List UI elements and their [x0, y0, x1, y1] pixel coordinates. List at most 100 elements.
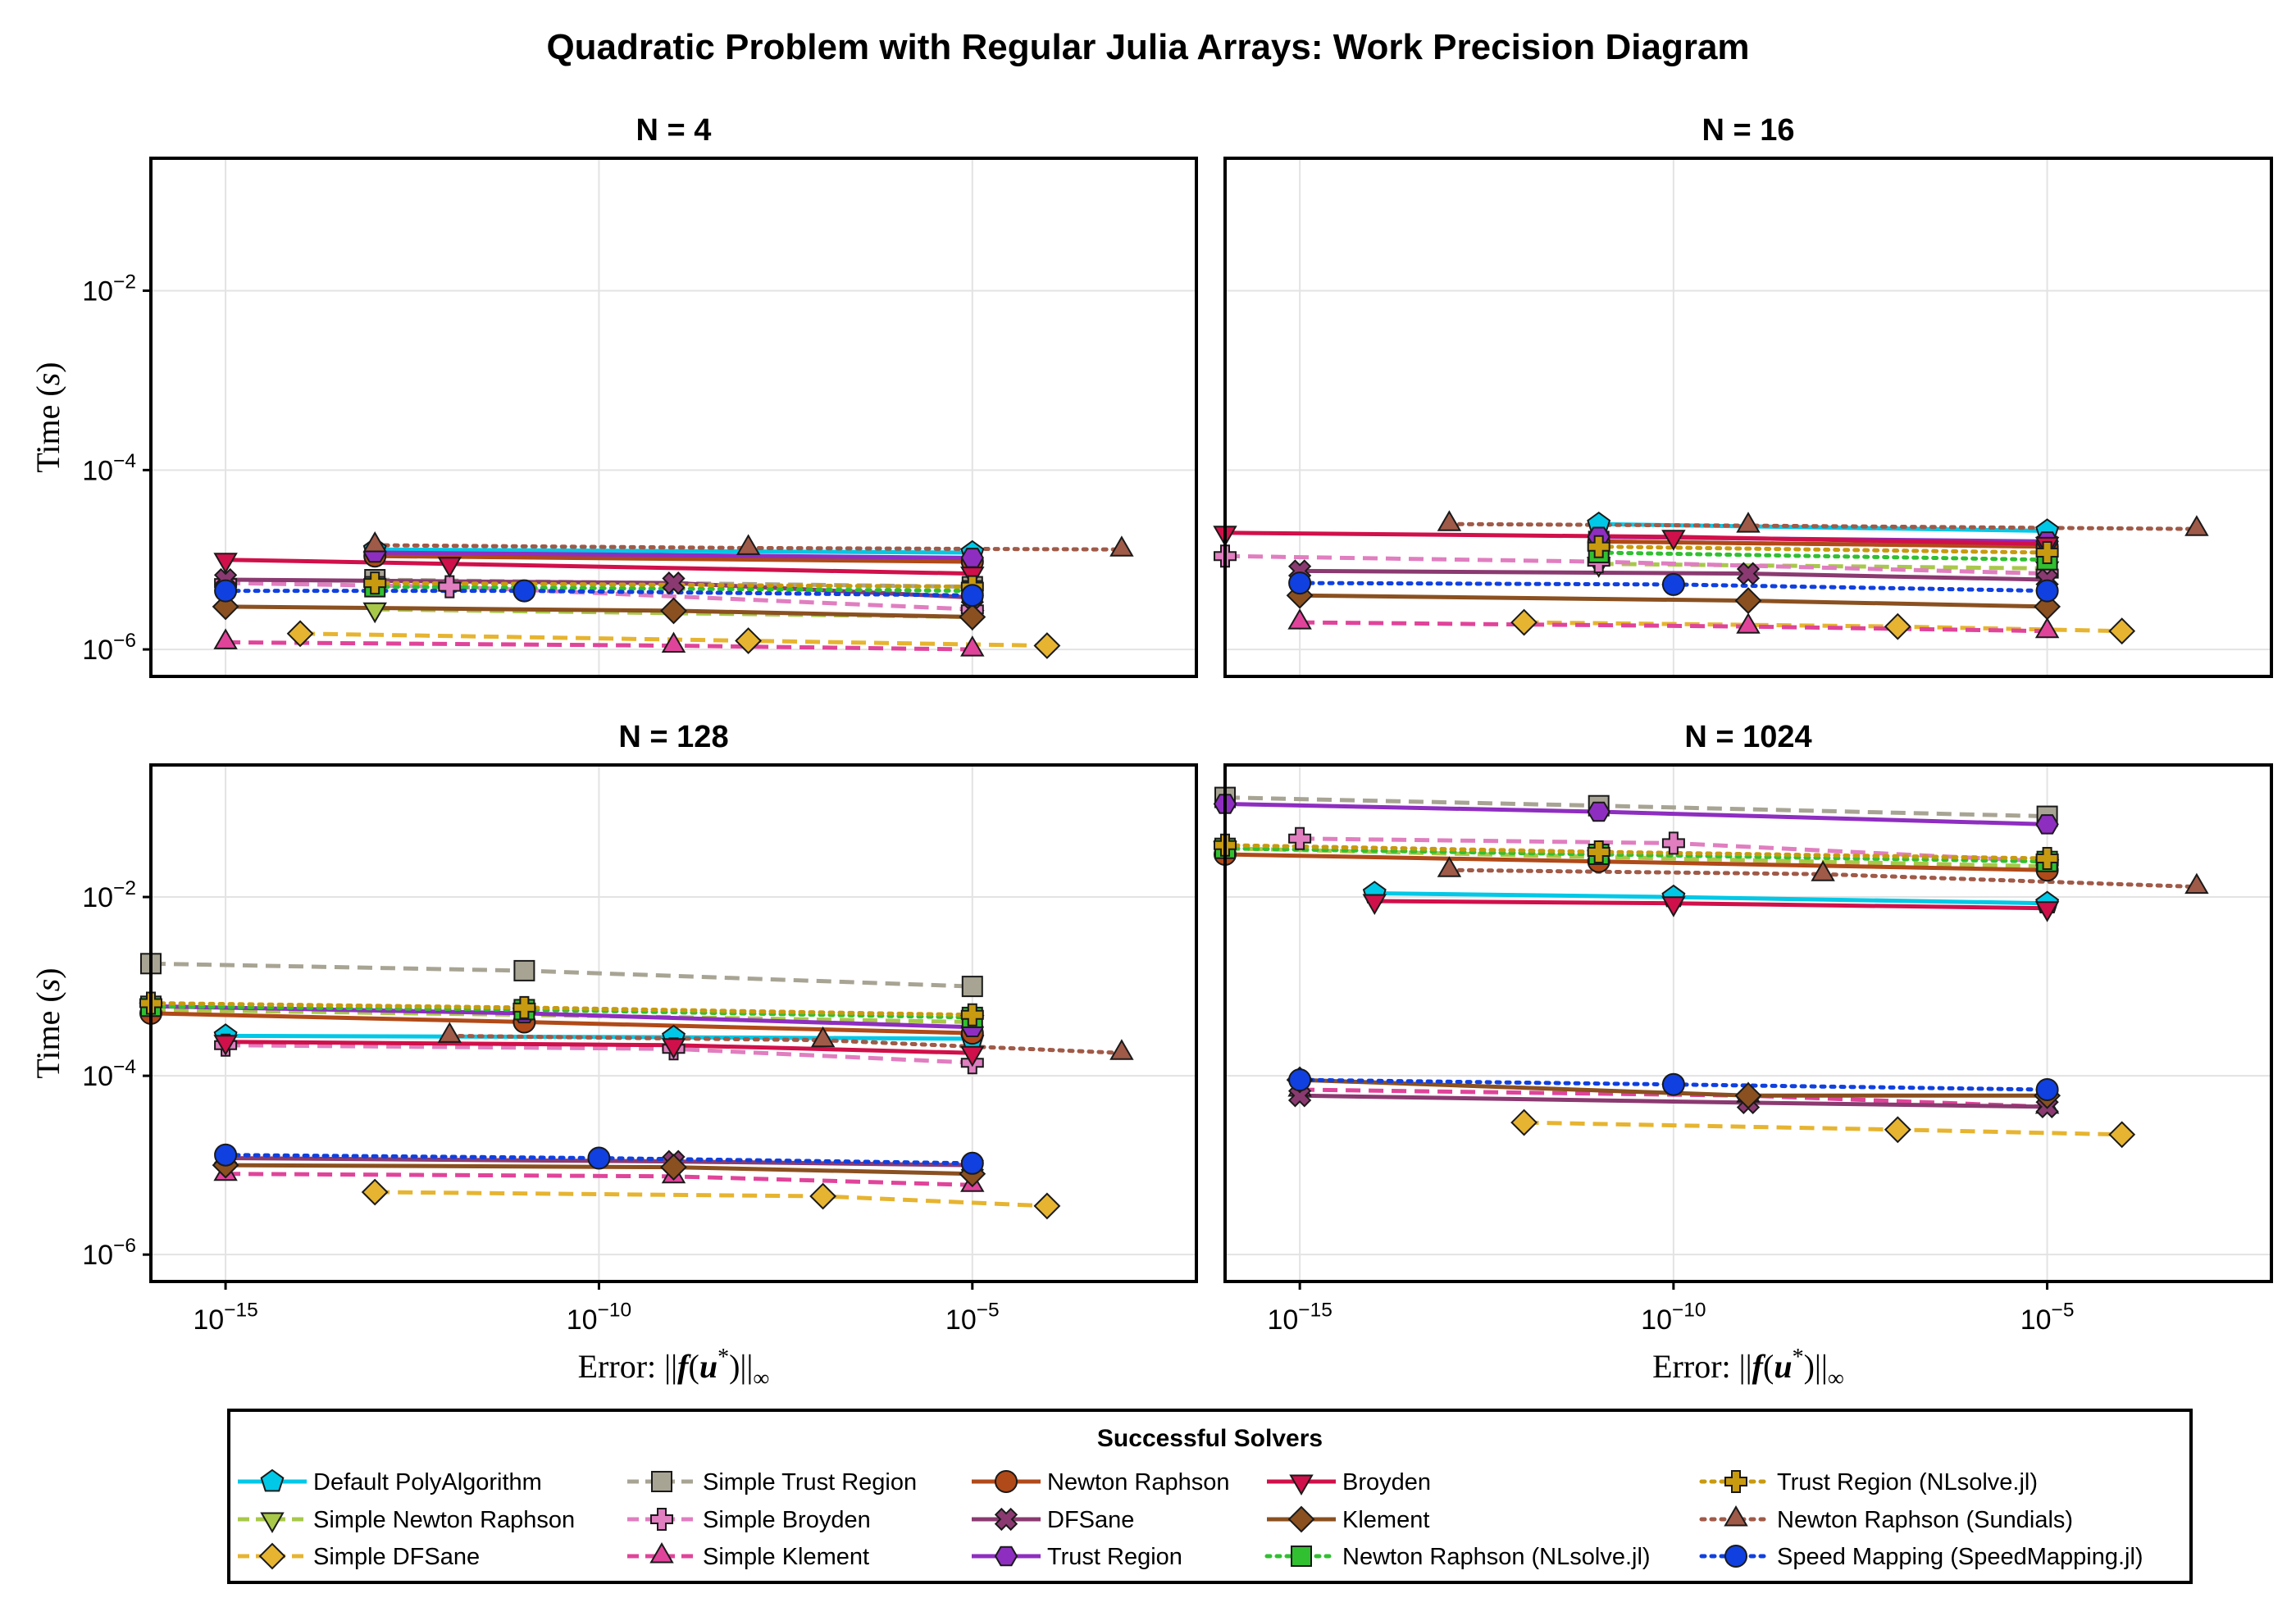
data-point [1437, 510, 1462, 531]
y-axis-label: Time (s) [30, 362, 66, 472]
legend: Successful Solvers Default PolyAlgorithm S… [227, 1409, 2193, 1584]
data-point [810, 1026, 836, 1048]
legend-label: DFSane [1047, 1507, 1134, 1533]
legend-label: Newton Raphson [1047, 1469, 1229, 1495]
data-point [809, 1182, 837, 1210]
x-tick-label: 10−15 [193, 1300, 257, 1336]
y-tick-label: 10−2 [82, 877, 136, 913]
data-point [1033, 632, 1061, 659]
legend-item: Simple Newton Raphson [238, 1507, 575, 1534]
legend-item: DFSane [972, 1507, 1134, 1533]
data-point [1288, 826, 1312, 850]
legend-item: Trust Region (NLsolve.jl) [1699, 1469, 2038, 1495]
data-point [438, 575, 462, 599]
legend-marker [1724, 1545, 1747, 1568]
data-point [361, 1178, 389, 1206]
data-point [513, 959, 535, 981]
data-point [286, 620, 314, 648]
data-point [1587, 801, 1610, 822]
data-point [2108, 1121, 2136, 1149]
panel-1: N = 4 10−6 10−4 10−2 Time (s) [30, 113, 1198, 678]
series-line [1597, 544, 2050, 555]
legend-box [227, 1409, 2193, 1584]
legend-marker [649, 1541, 674, 1564]
legend-marker [260, 1468, 285, 1492]
data-point [1510, 1109, 1538, 1136]
data-point [213, 628, 238, 649]
data-point [1811, 860, 1835, 881]
legend-item: Newton Raphson [972, 1469, 1229, 1495]
data-point [1288, 571, 1312, 595]
series-line [375, 547, 973, 555]
data-point [1362, 894, 1387, 916]
y-tick-label: 10−2 [82, 271, 136, 307]
data-point [1288, 1068, 1312, 1092]
legend-item: Newton Raphson (Sundials) [1699, 1505, 2073, 1533]
legend-title: Successful Solvers [1097, 1425, 1323, 1452]
legend-item: Broyden [1267, 1469, 1431, 1496]
x-axis-label: Error: ||f(u*)||∞ [578, 1345, 770, 1391]
data-point [960, 548, 984, 568]
data-point [960, 1045, 985, 1068]
panel-3: N = 128 10−6 10−4 10−2 Time (s) 10−15 10−10 10−… [30, 720, 1198, 1391]
data-point [661, 631, 686, 653]
data-point [2034, 901, 2060, 922]
data-point [2035, 814, 2059, 835]
legend-marker [260, 1512, 285, 1534]
y-tick-label: 10−4 [82, 1056, 136, 1092]
legend-item: Newton Raphson (NLsolve.jl) [1264, 1544, 1651, 1570]
panel-title: N = 4 [636, 113, 712, 148]
plot-frame [149, 763, 1198, 1283]
data-point [735, 627, 763, 654]
legend-item: Simple DFSane [238, 1542, 480, 1570]
x-tick-label: 10−5 [2020, 1300, 2075, 1336]
data-point [1587, 535, 1610, 558]
y-tick-label: 10−4 [82, 450, 136, 486]
plot-frame [1223, 763, 2273, 1283]
legend-item: Default PolyAlgorithm [238, 1468, 542, 1495]
y-tick-label: 10−6 [82, 630, 136, 666]
data-point [959, 603, 986, 631]
data-point [1510, 608, 1538, 636]
data-point [1734, 1081, 1762, 1109]
data-point [2184, 872, 2209, 895]
data-point [213, 553, 238, 574]
data-point [1661, 530, 1686, 551]
data-point [2108, 617, 2136, 645]
data-point [2035, 541, 2059, 564]
plot-frame [1223, 157, 2273, 678]
data-point [660, 1154, 687, 1181]
data-point [736, 534, 761, 555]
x-tick-label: 10−10 [567, 1300, 631, 1336]
data-point [1661, 572, 1685, 596]
data-point [960, 635, 985, 657]
legend-label: Newton Raphson (NLsolve.jl) [1342, 1544, 1651, 1570]
data-point [1109, 535, 1134, 557]
data-point [960, 1151, 984, 1175]
legend-marker [1291, 1546, 1312, 1567]
data-point [1736, 612, 1761, 634]
legend-item: Simple Klement [627, 1541, 869, 1570]
legend-marker [651, 1471, 672, 1492]
data-point [512, 995, 536, 1019]
legend-label: Newton Raphson (Sundials) [1777, 1507, 2073, 1533]
data-point [437, 1022, 462, 1043]
y-axis-label: Time (s) [30, 967, 66, 1078]
legend-item: Speed Mapping (SpeedMapping.jl) [1699, 1544, 2143, 1570]
legend-label: Simple Newton Raphson [313, 1507, 575, 1533]
data-point [1661, 831, 1685, 855]
data-point [1587, 840, 1610, 863]
panel-title: N = 16 [1702, 113, 1794, 148]
legend-label: Default PolyAlgorithm [313, 1469, 542, 1495]
data-point [362, 602, 387, 624]
legend-marker [995, 1470, 1018, 1493]
legend-label: Klement [1342, 1507, 1429, 1533]
panel-4: N = 1024 10−15 10−10 10−5 Error: ||f(u*)||∞ [1213, 720, 2273, 1391]
legend-marker [994, 1507, 1018, 1532]
legend-label: Simple Broyden [703, 1507, 871, 1533]
data-point [1661, 896, 1686, 917]
legend-item: Simple Trust Region [627, 1469, 917, 1495]
data-point [960, 1003, 984, 1027]
data-point [363, 571, 387, 595]
data-point [587, 1146, 611, 1170]
